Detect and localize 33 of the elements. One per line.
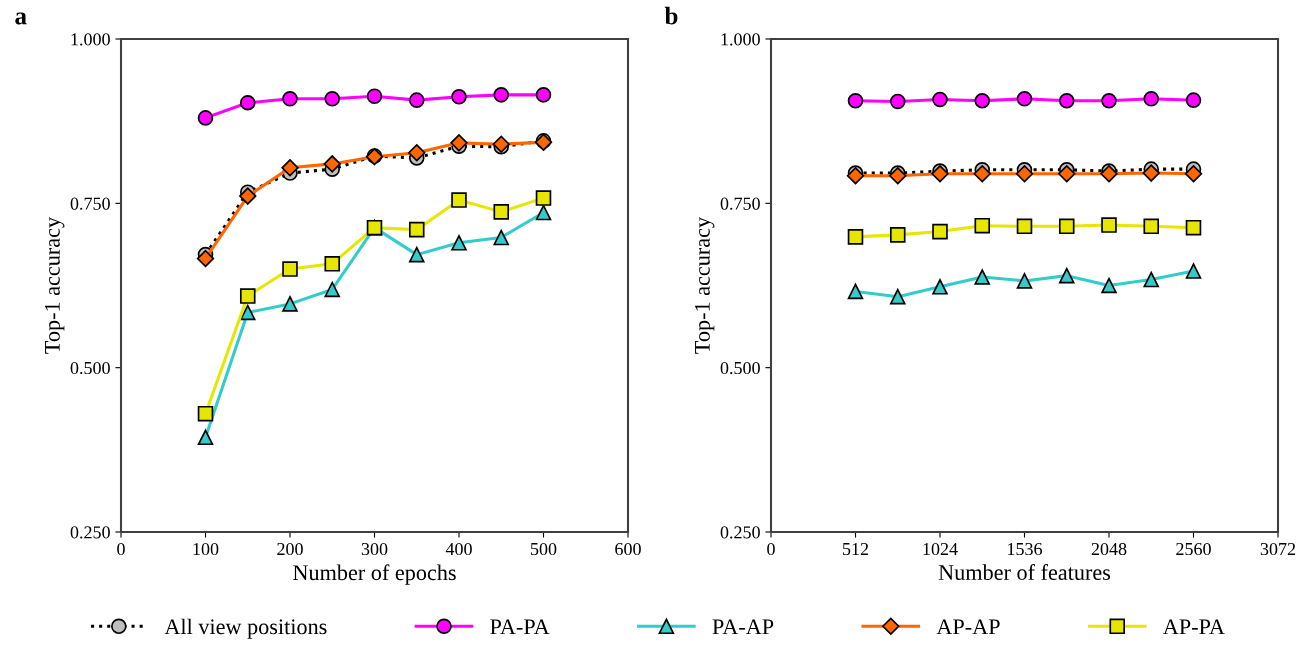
x-axis-title: Number of features	[938, 564, 1111, 580]
x-tick-label: 200	[277, 542, 303, 556]
legend-label: PA-AP	[712, 619, 774, 635]
y-tick-label: 1.000	[71, 33, 110, 46]
y-tick-label: 0.500	[720, 361, 760, 375]
chart-title: b	[664, 6, 678, 25]
x-tick-label: 2560	[1176, 542, 1211, 556]
y-tick-label: 1.000	[721, 33, 760, 46]
y-tick-label: 0.250	[720, 526, 760, 539]
x-tick-label: 100	[193, 542, 219, 556]
x-tick-label: 2048	[1091, 542, 1127, 556]
y-tick-label: 0.750	[70, 197, 110, 210]
x-tick-label: 0	[767, 542, 775, 556]
x-axis-title: Number of epochs	[293, 564, 456, 585]
x-tick-label: 512	[843, 542, 869, 556]
y-tick-label: 0.750	[720, 197, 760, 210]
x-tick-label: 600	[615, 542, 641, 556]
y-axis-title: Top-1 accuracy	[694, 216, 715, 354]
chart-title: a	[15, 12, 27, 25]
legend-label: All view positions	[164, 618, 327, 639]
x-tick-label: 3072	[1260, 542, 1296, 556]
x-tick-label: 1024	[923, 542, 958, 556]
y-axis-title: Top-1 accuracy	[44, 216, 65, 354]
legend-label: AP-PA	[1163, 619, 1225, 635]
legend-label: PA-PA	[490, 619, 550, 635]
x-tick-label: 500	[531, 542, 557, 556]
x-tick-label: 0	[117, 542, 125, 556]
x-tick-label: 400	[445, 542, 472, 556]
x-tick-label: 300	[361, 542, 388, 556]
legend-label: AP-AP	[936, 619, 1000, 635]
y-tick-label: 0.500	[70, 361, 110, 375]
x-tick-label: 1536	[1008, 542, 1043, 556]
y-tick-label: 0.250	[70, 526, 110, 539]
